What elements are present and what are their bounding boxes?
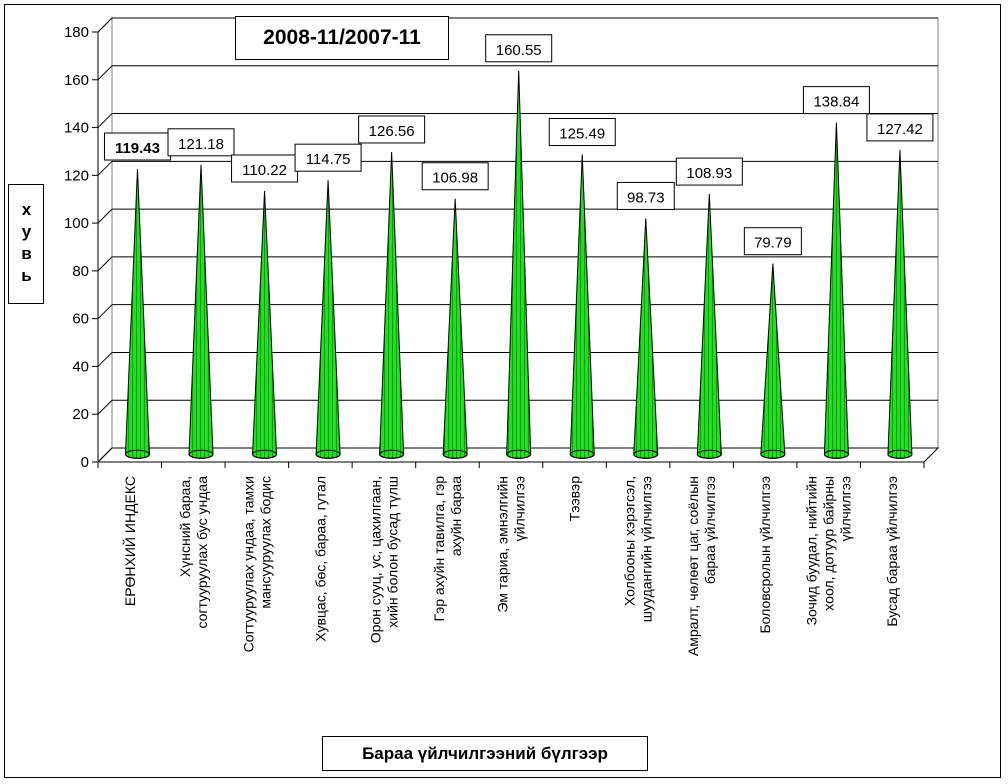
side-wall bbox=[97, 16, 113, 464]
data-label: 114.75 bbox=[306, 151, 351, 168]
bar-base bbox=[760, 449, 786, 459]
bar bbox=[696, 194, 722, 459]
x-tick-label: Орон сууц, ус, цахилгаан,хийн болон буса… bbox=[367, 476, 400, 643]
data-label: 98.73 bbox=[627, 189, 665, 206]
gridline-side bbox=[97, 65, 113, 81]
data-label: 79.79 bbox=[754, 235, 792, 252]
data-label: 126.56 bbox=[369, 123, 415, 140]
x-tick-label: Бусад бараа үйлчилгээ bbox=[884, 476, 900, 627]
x-tick-label: Тээвэр bbox=[567, 476, 583, 521]
x-tick-label: Зочид буудал, нийтийнхоол, дотуур байрны… bbox=[804, 476, 854, 625]
y-tick-label: 60 bbox=[72, 311, 89, 328]
data-label-box bbox=[866, 113, 934, 142]
gridline-side bbox=[97, 352, 113, 367]
bar-base bbox=[124, 449, 150, 459]
y-tick-label: 100 bbox=[64, 215, 89, 232]
y-tick-label: 0 bbox=[81, 454, 89, 471]
gridline-side bbox=[97, 399, 113, 415]
gridline-side bbox=[97, 160, 113, 176]
y-axis-title-text: хувь bbox=[17, 200, 36, 288]
x-tick-label: Согтууруулах ундаа, тамхимансууруулах бо… bbox=[240, 476, 273, 652]
gridline-side bbox=[97, 208, 113, 224]
x-tick-label: Эм тариа, эмнэлгийнүйлчилгээ bbox=[495, 476, 528, 613]
bar bbox=[633, 218, 659, 459]
chart-title: 2008-11/2007-11 bbox=[235, 16, 449, 60]
x-tick-label: Амралт, чөлөөт цаг, соёлынбараа үйлчилгэ… bbox=[685, 476, 718, 656]
bar bbox=[887, 149, 913, 459]
data-label: 108.93 bbox=[686, 165, 732, 182]
data-label-box bbox=[675, 157, 743, 186]
data-label-box bbox=[231, 154, 299, 183]
bar bbox=[188, 164, 214, 459]
bar-base bbox=[379, 449, 405, 459]
x-tick-label: Боловсролын үйлчилгээ bbox=[757, 476, 773, 634]
data-label: 110.22 bbox=[242, 162, 287, 179]
bar-base bbox=[252, 449, 278, 459]
bar-base bbox=[506, 449, 532, 459]
data-label-box bbox=[485, 34, 553, 63]
bar bbox=[442, 198, 468, 459]
data-label: 106.98 bbox=[432, 170, 478, 187]
y-tick-label: 180 bbox=[64, 24, 89, 41]
data-label: 127.42 bbox=[877, 121, 923, 138]
bar-base bbox=[442, 449, 468, 459]
data-label-box bbox=[616, 181, 675, 210]
bar bbox=[379, 151, 405, 459]
bar bbox=[760, 263, 786, 459]
bar bbox=[823, 122, 849, 459]
data-label: 138.84 bbox=[813, 94, 859, 111]
y-tick-label: 80 bbox=[72, 263, 89, 280]
y-tick-label: 20 bbox=[72, 406, 89, 423]
bar bbox=[124, 168, 150, 459]
data-label-box bbox=[548, 118, 616, 147]
x-tick-label: Гэр ахуйн тавилга, гэрахуйн бараа bbox=[431, 476, 464, 622]
bar-base bbox=[315, 449, 341, 459]
gridline-side bbox=[97, 304, 113, 320]
data-label-box bbox=[167, 128, 235, 157]
bar bbox=[569, 154, 595, 459]
gridline-side bbox=[97, 113, 113, 128]
bar bbox=[252, 190, 278, 459]
bar-base bbox=[633, 449, 659, 459]
data-label: 125.49 bbox=[559, 126, 605, 143]
y-tick-label: 160 bbox=[64, 72, 89, 89]
data-label-box bbox=[103, 132, 171, 161]
x-tick-label: Холбооны хэрэгсэл,шуудангийн үйлчилгээ bbox=[622, 476, 655, 622]
bar-base bbox=[569, 449, 595, 459]
bar-base bbox=[823, 449, 849, 459]
data-label-box bbox=[358, 115, 426, 144]
y-tick-label: 40 bbox=[72, 358, 89, 375]
bar-base bbox=[188, 449, 214, 459]
data-label-box bbox=[802, 86, 870, 115]
x-tick-label: ЕРӨНХИЙ ИНДЕКС bbox=[121, 476, 138, 606]
y-tick-label: 120 bbox=[64, 167, 89, 184]
gridline-side bbox=[97, 256, 113, 272]
data-label: 121.18 bbox=[178, 136, 224, 153]
y-tick-label: 140 bbox=[64, 120, 89, 137]
data-label-box bbox=[421, 162, 489, 191]
y-axis-title: хувь bbox=[8, 184, 44, 304]
data-label-box bbox=[743, 227, 802, 256]
data-label-box bbox=[294, 143, 362, 172]
bar-base bbox=[887, 449, 913, 459]
data-label: 160.55 bbox=[496, 42, 542, 59]
gridline-side bbox=[97, 17, 113, 33]
bar bbox=[315, 180, 341, 459]
x-axis-title: Бараа үйлчилгээний бүлгээр bbox=[322, 736, 648, 771]
data-label: 119.43 bbox=[115, 140, 160, 157]
x-tick-label: Хүнсний бараа,согтууруулах бус ундаа bbox=[177, 476, 210, 629]
bar-base bbox=[696, 449, 722, 459]
x-tick-label: Хувцас, бөс, бараа, гутал bbox=[312, 476, 328, 642]
bar bbox=[506, 70, 532, 459]
gridline-side bbox=[97, 447, 113, 463]
